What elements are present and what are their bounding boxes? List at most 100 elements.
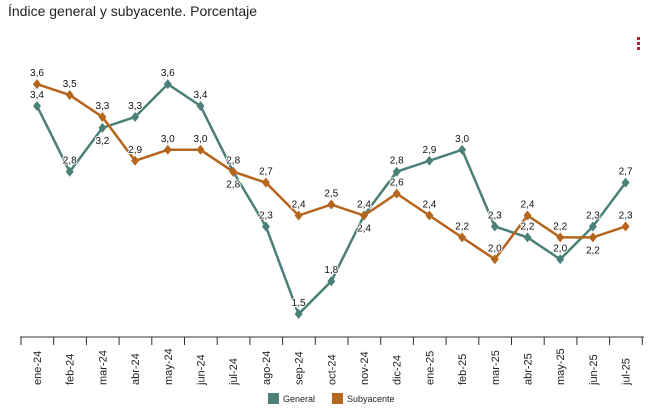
x-tick-label: may-25 [555, 348, 567, 385]
data-label: 2,3 [619, 210, 633, 221]
data-point [196, 144, 205, 155]
data-point [163, 79, 172, 90]
data-label: 3,6 [161, 68, 175, 79]
data-point [556, 232, 565, 243]
data-point [588, 232, 597, 243]
data-label: 2,3 [488, 210, 502, 221]
data-label: 2,4 [521, 200, 535, 211]
data-point [490, 254, 499, 265]
data-label: 2,6 [390, 178, 404, 189]
data-point [65, 90, 74, 101]
data-label: 2,5 [324, 189, 338, 200]
data-point [294, 210, 303, 221]
data-point [523, 232, 532, 243]
data-label: 3,5 [63, 79, 77, 90]
data-point [131, 111, 140, 122]
data-point [621, 177, 630, 188]
x-tick-label: jul-25 [621, 358, 633, 386]
data-point [33, 101, 41, 111]
data-point [360, 210, 368, 221]
x-tick-label: ene-24 [32, 351, 44, 385]
x-tick-label: sep-24 [294, 351, 306, 385]
data-point [523, 210, 532, 221]
data-label: 2,4 [292, 200, 306, 211]
data-point [556, 254, 565, 265]
x-tick-label: oct-24 [326, 354, 338, 385]
data-label: 2,9 [128, 145, 142, 156]
x-tick-label: dic-24 [392, 355, 404, 385]
data-point [425, 210, 434, 221]
data-label: 2,8 [226, 180, 240, 191]
chart-title: Índice general y subyacente. Porcentaje [8, 3, 258, 19]
x-tick-label: nov-24 [359, 351, 371, 385]
x-tick-label: abr-24 [130, 353, 142, 385]
data-label: 2,2 [455, 221, 469, 232]
data-label: 1,8 [324, 265, 338, 276]
x-tick-label: ago-24 [261, 351, 273, 385]
data-point [261, 177, 270, 188]
x-tick-label: feb-25 [457, 354, 469, 385]
data-label: 2,0 [553, 243, 567, 254]
data-point [98, 122, 107, 133]
data-point [98, 111, 107, 122]
data-label: 3,3 [95, 101, 109, 112]
data-point [327, 276, 336, 287]
data-label: 2,9 [422, 145, 436, 156]
legend-swatch [332, 393, 343, 404]
legend-swatch [268, 393, 279, 404]
data-label: 2,8 [63, 156, 77, 167]
x-tick-label: abr-25 [523, 353, 535, 385]
x-tick-label: may-24 [163, 348, 175, 385]
data-point [131, 155, 140, 166]
x-tick-label: jun-25 [588, 354, 600, 386]
data-label: 3,4 [30, 90, 44, 101]
data-label: 2,7 [619, 167, 633, 178]
x-tick-label: jun-24 [196, 354, 208, 386]
menu-icon[interactable] [634, 36, 642, 52]
data-point [458, 144, 467, 155]
x-tick-label: mar-25 [490, 350, 502, 385]
data-point [490, 221, 499, 232]
data-point [588, 221, 597, 232]
data-label: 2,0 [488, 243, 502, 254]
data-point [163, 144, 172, 155]
x-tick-label: mar-24 [97, 350, 109, 385]
data-point [196, 101, 205, 111]
data-label: 3,0 [194, 134, 208, 145]
x-tick-label: ene-25 [424, 351, 436, 385]
data-point [425, 155, 434, 166]
data-label: 1,5 [292, 298, 306, 309]
data-label: 2,4 [357, 224, 371, 235]
series-line-subyacente [36, 82, 626, 261]
data-point [294, 309, 303, 320]
data-label: 2,2 [521, 221, 535, 232]
data-label: 2,2 [586, 245, 600, 256]
data-label: 3,6 [30, 68, 44, 79]
data-point [65, 166, 74, 177]
data-point [33, 79, 41, 90]
data-point [392, 166, 401, 177]
x-tick-label: feb-24 [65, 354, 77, 385]
data-label: 2,8 [390, 156, 404, 167]
data-label: 2,3 [586, 210, 600, 221]
data-label: 3,0 [161, 134, 175, 145]
data-label: 2,2 [553, 221, 567, 232]
data-label: 2,3 [259, 210, 273, 221]
data-point [458, 232, 467, 243]
data-point [392, 188, 401, 199]
data-label: 3,0 [455, 134, 469, 145]
data-point [621, 221, 630, 232]
legend-label: Subyacente [347, 394, 395, 404]
data-label: 2,4 [357, 200, 371, 211]
data-label: 3,4 [194, 90, 208, 101]
legend-label: General [283, 394, 315, 404]
data-point [261, 221, 270, 232]
x-tick-label: jul-24 [228, 358, 240, 386]
data-point [229, 166, 238, 177]
data-point [327, 199, 336, 210]
data-label: 3,2 [95, 136, 109, 147]
data-label: 2,8 [226, 156, 240, 167]
data-label: 2,7 [259, 167, 273, 178]
